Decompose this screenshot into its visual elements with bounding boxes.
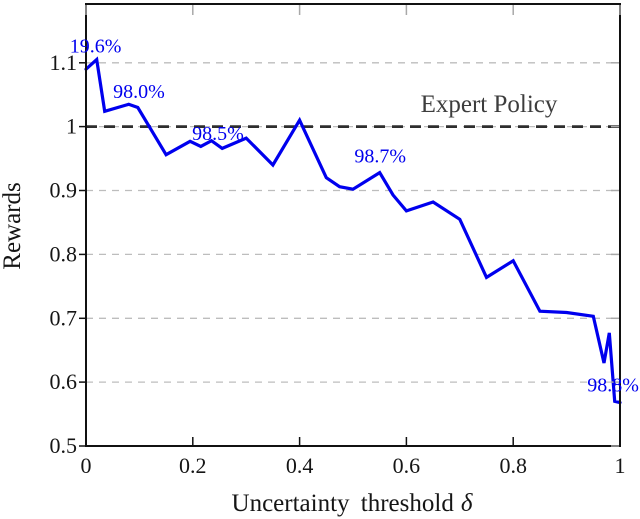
annotation-label: 98.0% (113, 81, 165, 103)
x-tick-label: 0 (81, 453, 92, 478)
y-tick-label: 0.6 (50, 369, 78, 394)
y-tick-label: 1.1 (50, 50, 78, 75)
x-tick-label: 0.4 (286, 453, 314, 478)
x-tick-label: 0.6 (393, 453, 421, 478)
x-tick-label: 0.2 (179, 453, 207, 478)
x-axis-title-text: Uncertainty threshold (232, 490, 455, 517)
y-tick-label: 0.5 (50, 433, 78, 458)
y-tick-label: 0.9 (50, 178, 78, 203)
expert-policy-label: Expert Policy (421, 91, 558, 118)
series-layer (84, 56, 622, 405)
x-tick-label: 1 (615, 453, 626, 478)
delta-symbol: δ (461, 490, 473, 517)
y-tick-label: 0.7 (50, 305, 78, 330)
annotation-label: 98.8% (587, 375, 639, 397)
x-axis-title: Uncertainty threshold δ (232, 490, 473, 517)
y-axis-title: Rewards (0, 182, 26, 269)
annotation-layer: 19.6% 98.0% 98.5% 98.7% 98.8% (70, 36, 639, 397)
annotation-label: 98.7% (354, 145, 406, 167)
annotation-label: 19.6% (70, 36, 122, 58)
y-tick-label: 1 (66, 114, 77, 139)
rewards-line (84, 56, 622, 405)
plot-frame (85, 3, 621, 447)
annotation-label: 98.5% (192, 123, 244, 145)
x-tick-label: 0.8 (499, 453, 527, 478)
y-tick-label: 0.8 (50, 241, 78, 266)
axis-layer: 0 0.2 0.4 0.6 0.8 1 0.5 0.6 0.7 0.8 0.9 1 1.1 (50, 3, 626, 478)
